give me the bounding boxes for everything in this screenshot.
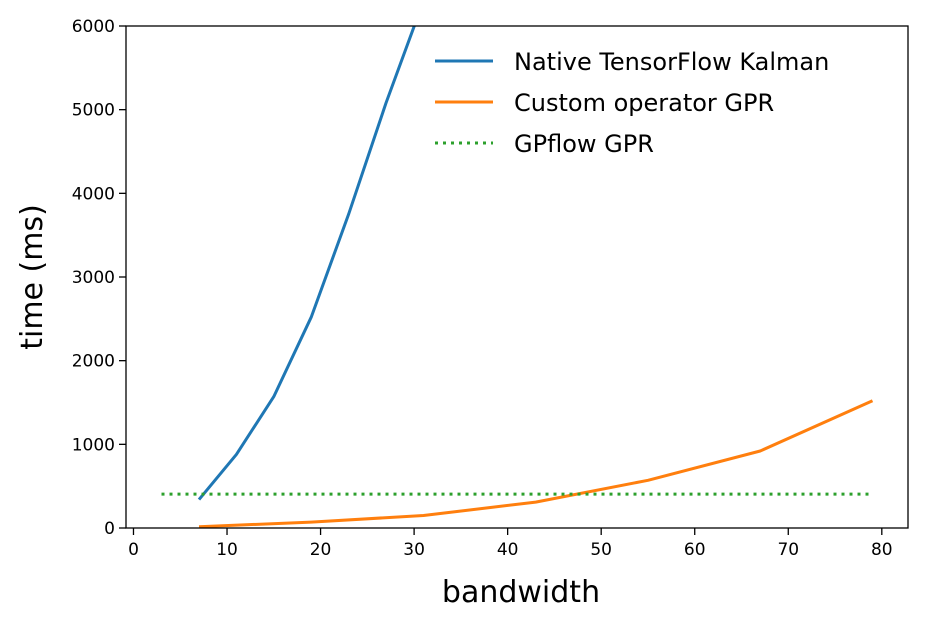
x-axis: 0 10 20 30 40 50 60 70 80 xyxy=(128,528,893,560)
x-tick-label: 30 xyxy=(403,540,425,560)
x-tick-label: 60 xyxy=(684,540,706,560)
x-tick-label: 80 xyxy=(871,540,893,560)
y-tick-label: 1000 xyxy=(72,435,115,455)
x-tick-label: 0 xyxy=(128,540,139,560)
y-tick-label: 0 xyxy=(104,519,115,539)
y-tick-label: 6000 xyxy=(72,17,115,37)
series-line-custom-operator-gpr xyxy=(198,399,874,528)
legend-label-custom-operator-gpr: Custom operator GPR xyxy=(514,89,774,117)
legend-label-gpflow-gpr: GPflow GPR xyxy=(514,130,654,158)
x-tick-label: 70 xyxy=(777,540,799,560)
y-tick-label: 2000 xyxy=(72,352,115,372)
legend: Native TensorFlow Kalman Custom operator… xyxy=(435,48,829,158)
legend-entry-gpflow-gpr: GPflow GPR xyxy=(435,130,654,158)
series-line-native-tensorflow-kalman xyxy=(197,26,416,501)
x-axis-title: bandwidth xyxy=(442,575,600,610)
x-tick-label: 20 xyxy=(310,540,332,560)
y-tick-label: 3000 xyxy=(72,268,115,288)
legend-entry-native-tensorflow-kalman: Native TensorFlow Kalman xyxy=(435,48,829,76)
legend-entry-custom-operator-gpr: Custom operator GPR xyxy=(435,89,774,117)
x-tick-label: 10 xyxy=(216,540,238,560)
y-axis: 0 1000 2000 3000 4000 5000 6000 xyxy=(72,17,126,539)
legend-label-native-tensorflow-kalman: Native TensorFlow Kalman xyxy=(514,48,829,76)
x-tick-label: 40 xyxy=(497,540,519,560)
y-tick-label: 4000 xyxy=(72,184,115,204)
x-tick-label: 50 xyxy=(590,540,612,560)
y-axis-title: time (ms) xyxy=(15,204,50,350)
y-tick-label: 5000 xyxy=(72,101,115,121)
series-layer xyxy=(161,26,874,528)
